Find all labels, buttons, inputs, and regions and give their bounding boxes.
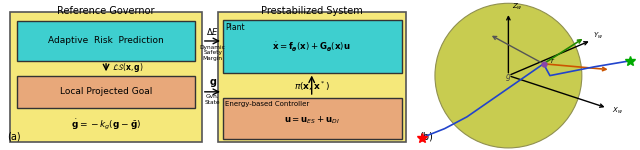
Text: Prestabilized System: Prestabilized System (261, 6, 363, 16)
Text: Adaptive  Risk  Prediction: Adaptive Risk Prediction (48, 36, 164, 45)
Text: $\dot{\mathbf{x}} = \mathbf{f}_{\boldsymbol{\theta}}(\mathbf{x}) + \mathbf{G}_{\: $\dot{\mathbf{x}} = \mathbf{f}_{\boldsym… (273, 41, 351, 54)
Text: $Y_w$: $Y_w$ (593, 31, 603, 41)
Ellipse shape (435, 3, 582, 148)
Bar (218, 12, 406, 142)
Text: Plant: Plant (225, 23, 245, 32)
Text: $X_w$: $X_w$ (612, 106, 623, 116)
Bar (17, 21, 195, 61)
Bar (223, 98, 402, 139)
Text: $\mathcal{L}\mathcal{S}(\mathbf{x},\mathbf{g})$: $\mathcal{L}\mathcal{S}(\mathbf{x},\math… (113, 61, 144, 74)
Text: $\mathbf{g}$: $\mathbf{g}$ (209, 77, 217, 89)
Bar (10, 12, 202, 142)
Text: $Z_w$: $Z_w$ (511, 2, 522, 12)
Text: $\mathbf{u} = \mathbf{u}_{ES} + \mathbf{u}_{DI}$: $\mathbf{u} = \mathbf{u}_{ES} + \mathbf{… (284, 115, 340, 126)
Text: (b): (b) (419, 132, 433, 142)
Text: Reference Governor: Reference Governor (58, 6, 155, 16)
Text: $\dot{\mathbf{g}} = -k_g \left(\mathbf{g} - \bar{\mathbf{g}}\right)$: $\dot{\mathbf{g}} = -k_g \left(\mathbf{g… (71, 118, 141, 132)
Text: (a): (a) (7, 132, 20, 142)
Text: $\pi(\mathbf{x}, \mathbf{x}^*)$: $\pi(\mathbf{x}, \mathbf{x}^*)$ (294, 79, 330, 93)
Bar (223, 20, 402, 73)
Text: Energy-based Controller: Energy-based Controller (225, 101, 310, 107)
Text: $g$: $g$ (505, 72, 512, 82)
Bar (17, 76, 195, 108)
Text: Local Projected Goal: Local Projected Goal (60, 87, 152, 96)
Text: $r$: $r$ (550, 56, 555, 65)
Text: Gvn.
State: Gvn. State (205, 94, 221, 105)
Text: $\Delta E$: $\Delta E$ (206, 26, 220, 37)
Text: Dynamic
Safety
Margin: Dynamic Safety Margin (200, 45, 226, 61)
